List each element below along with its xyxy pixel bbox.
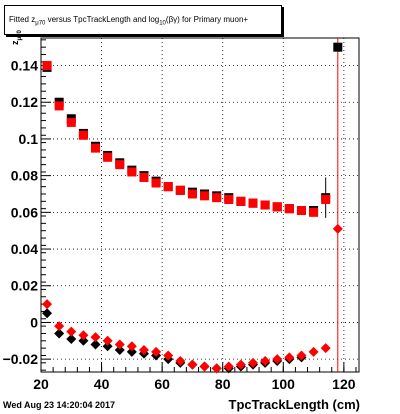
data-point-diamond (272, 354, 283, 365)
data-point-diamond (102, 341, 113, 352)
data-point-diamond (66, 326, 77, 337)
data-point-square (296, 206, 306, 216)
x-axis-title: TpcTrackLength (cm) (228, 397, 360, 412)
data-point-diamond (199, 361, 210, 372)
data-point-diamond (223, 361, 234, 372)
data-point-square (284, 204, 294, 214)
data-point-square (175, 185, 185, 195)
data-point-square (212, 193, 222, 203)
x-tick-label: 100 (272, 376, 296, 392)
y-tick-label: 0.12 (11, 94, 38, 110)
data-point-square (66, 117, 76, 127)
data-point-square (187, 189, 197, 199)
date-stamp: Wed Aug 23 14:20:04 2017 (3, 400, 116, 410)
x-tick-label: 20 (33, 376, 49, 392)
data-point-square (78, 130, 88, 140)
data-point-diamond (42, 308, 53, 319)
data-point-square (248, 198, 258, 208)
data-point-square (42, 61, 52, 71)
data-point-diamond (42, 299, 53, 310)
y-tick-label: 0.02 (11, 278, 38, 294)
data-point-square (321, 194, 331, 204)
data-point-diamond (126, 341, 137, 352)
data-point-diamond (296, 350, 307, 361)
y-tick-label: 0 (30, 314, 38, 330)
data-point-diamond (211, 363, 222, 374)
y-axis-title: zμ70 (10, 30, 23, 45)
chart-title-box: Fitted zμ70 versus TpcTrackLength and lo… (4, 5, 282, 35)
data-point-square (163, 182, 173, 192)
data-point-diamond (90, 332, 101, 343)
data-point-square (139, 172, 149, 182)
data-point-diamond (332, 223, 343, 234)
y-tick-label: 0.04 (11, 241, 38, 257)
data-point-diamond (78, 335, 89, 346)
axes: 20 40 60 80 100 120 −0.02 0 0.02 0.04 0.06 0.08 0.1 0… (3, 39, 357, 392)
data-point-square (54, 101, 64, 111)
error-bars (325, 38, 339, 372)
data-point-diamond (260, 355, 271, 366)
data-point-square (272, 202, 282, 212)
data-point-diamond (187, 359, 198, 370)
data-point-diamond (78, 330, 89, 341)
data-point-diamond (54, 321, 65, 332)
data-point-diamond (66, 333, 77, 344)
chart-title: Fitted zμ70 versus TpcTrackLength and lo… (9, 15, 249, 27)
data-point-diamond (54, 328, 65, 339)
data-point-square (309, 207, 319, 217)
data-point-diamond (284, 352, 295, 363)
data-point-square (236, 196, 246, 206)
y-tick-label: 0.1 (19, 131, 39, 147)
data-point-diamond (138, 344, 149, 355)
data-point-diamond (90, 339, 101, 350)
data-point-diamond (102, 335, 113, 346)
data-point-square (200, 191, 210, 201)
data-point-square (127, 167, 137, 177)
data-point-square (224, 194, 234, 204)
data-point-diamond (235, 359, 246, 370)
data-point-square (260, 200, 270, 210)
x-tick-label: 60 (154, 376, 170, 392)
data-point-square (151, 178, 161, 188)
x-tick-label: 120 (332, 376, 356, 392)
data-point-square (115, 160, 125, 170)
data-point-diamond (248, 357, 258, 368)
data-point-diamond (175, 355, 186, 366)
data-point-square (91, 143, 101, 153)
data-point-diamond (126, 346, 137, 357)
y-tick-label: 0.14 (11, 58, 38, 74)
y-tick-label: 0.06 (11, 204, 38, 220)
data-point-diamond (114, 339, 125, 350)
y-tick-label: 0.08 (11, 168, 38, 184)
x-tick-label: 80 (215, 376, 231, 392)
data-point-diamond (320, 343, 331, 354)
data-point-diamond (308, 346, 319, 357)
grid-lines (40, 38, 359, 372)
data-point-diamond (151, 346, 162, 357)
data-point-diamond (114, 344, 125, 355)
y-tick-label: −0.02 (3, 351, 39, 367)
data-markers (42, 42, 343, 374)
x-tick-label: 40 (94, 376, 110, 392)
data-point-diamond (163, 350, 174, 361)
data-point-square (103, 152, 113, 162)
plot-frame (40, 37, 360, 373)
data-point-square (333, 42, 343, 52)
